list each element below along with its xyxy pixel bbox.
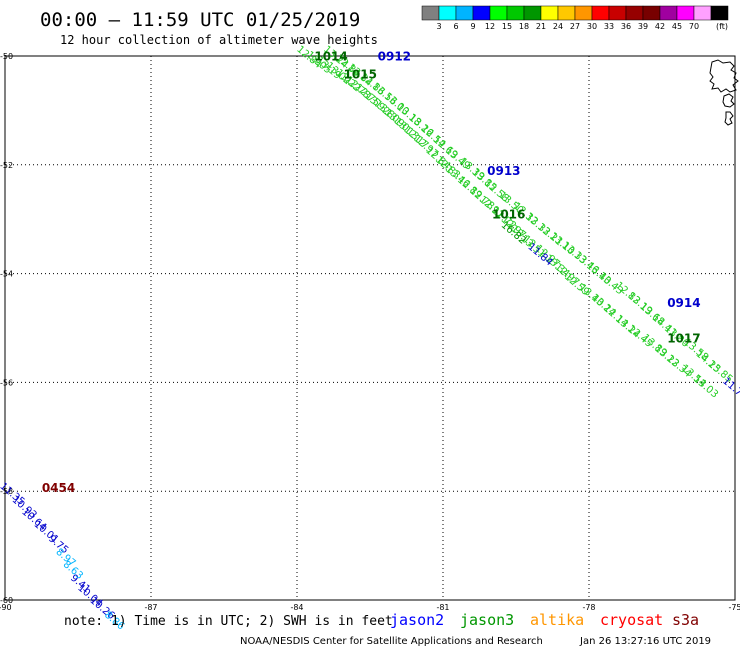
colorbar-swatch [421,5,440,21]
x-tick-label: -81 [436,603,449,612]
y-tick-label: -54 [0,270,13,279]
x-tick-label: -75 [728,603,740,612]
colorbar-swatch [506,5,525,21]
pass-time-label: 1017 [667,331,700,345]
coastline [709,59,739,126]
generated-timestamp: Jan 26 13:27:16 UTC 2019 [579,636,711,647]
colorbar-tick-label: 15 [502,22,512,31]
x-tick-label: -87 [144,603,157,612]
wave-height-colorbar: 3 6 9 12 15 18 21 24 27 30 33 36 39 42 45 70 (ft) [421,5,729,31]
pass-time-label: 0454 [42,481,75,495]
colorbar-swatch [591,5,610,21]
x-tick-label: -84 [290,603,303,612]
altimeter-tracks: 12.8413.0513.1913.0213.2212.7812.7513.92… [0,44,740,632]
colorbar-swatch [438,5,457,21]
pass-time-label: 0912 [378,50,411,64]
pass-time-label: 1014 [314,50,347,64]
colorbar-swatch [676,5,695,21]
colorbar-swatch [523,5,542,21]
satellite-legend: jason2 jason3 altika cryosat s3a [390,611,699,629]
colorbar-swatch [557,5,576,21]
colorbar-swatch [455,5,474,21]
colorbar-swatch [472,5,491,21]
credit-line: NOAA/NESDIS Center for Satellite Applica… [240,636,543,647]
colorbar-tick-label: 21 [536,22,546,31]
colorbar-tick-label: 6 [453,22,458,31]
satellite-legend-jason2: jason2 [390,611,444,629]
colorbar-tick-label: 3 [436,22,441,31]
colorbar-swatch [642,5,661,21]
colorbar-swatch [710,5,729,21]
y-tick-label: -50 [0,52,13,61]
colorbar-swatch [489,5,508,21]
x-tick-label: -78 [582,603,595,612]
colorbar-tick-label: 42 [655,22,665,31]
colorbar-tick-label: 33 [604,22,614,31]
wave-height-label: 11.7 [720,376,740,399]
x-tick-label: -90 [0,603,12,612]
colorbar-swatch [574,5,593,21]
colorbar-swatch [608,5,627,21]
colorbar-tick-label: 12 [485,22,495,31]
colorbar-tick-label: 24 [553,22,563,31]
pass-time-label: 0913 [487,164,520,178]
y-tick-label: -60 [0,596,13,605]
colorbar-tick-label: 9 [470,22,475,31]
satellite-legend-jason3: jason3 [460,611,514,629]
colorbar-tick-label: 45 [672,22,682,31]
wave-height-label: 13.03 [691,374,720,401]
colorbar-swatch [625,5,644,21]
colorbar-tick-label: 70 [689,22,699,31]
chart-title: 00:00 – 11:59 UTC 01/25/2019 [40,9,360,31]
y-tick-label: -58 [0,487,13,496]
pass-time-label: 0914 [667,296,700,310]
colorbar-tick-label: 30 [587,22,597,31]
colorbar-tick-label: 18 [519,22,529,31]
plot-frame [4,55,736,601]
satellite-legend-cryosat: cryosat [600,611,663,629]
colorbar-tick-label: 27 [570,22,580,31]
satellite-legend-altika: altika [530,611,584,629]
colorbar-tick-label: 39 [638,22,648,31]
y-tick-label: -52 [0,161,13,170]
axis-tick-labels: -90 -87 -84 -81 -78 -75 -50 -52 -54 -56 -58 -60 [0,52,740,612]
pass-time-label: 1016 [492,207,525,221]
y-tick-label: -56 [0,378,13,387]
colorbar-tick-label: 36 [621,22,631,31]
colorbar-unit: (ft) [716,22,728,31]
pass-time-label: 1015 [344,68,377,82]
units-note: note: 1) Time is in UTC; 2) SWH is in fe… [64,614,393,629]
chart-subtitle: 12 hour collection of altimeter wave hei… [60,33,378,47]
satellite-legend-s3a: s3a [672,611,699,629]
colorbar-swatch [693,5,712,21]
grid-lines [5,56,735,600]
colorbar-swatch [540,5,559,21]
colorbar-swatch [659,5,678,21]
